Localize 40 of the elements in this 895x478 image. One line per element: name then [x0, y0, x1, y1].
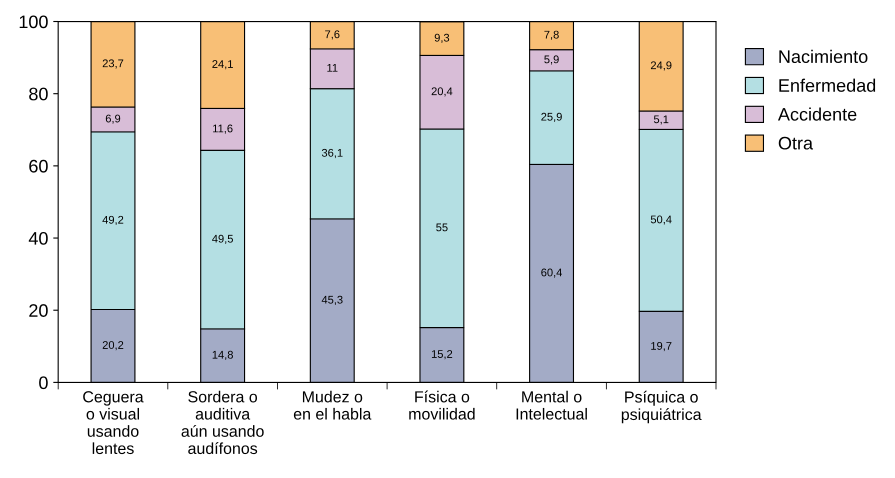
- data-label: 50,4: [650, 215, 672, 225]
- y-tick-label: 80: [29, 88, 48, 100]
- data-label: 45,3: [322, 296, 343, 305]
- x-tick-label: Mudez o en el habla: [294, 390, 372, 420]
- data-label: 36,1: [322, 148, 343, 158]
- data-label: 24,1: [212, 60, 233, 70]
- data-label: 55: [436, 224, 448, 232]
- data-label: 49,5: [212, 234, 233, 244]
- data-label: 23,7: [102, 59, 124, 69]
- x-tick-label: Ceguera o visual usando lentes: [83, 391, 144, 454]
- data-label: 49,2: [102, 216, 124, 226]
- legend-label: Enfermedad: [779, 78, 876, 92]
- data-label: 7,8: [544, 30, 559, 40]
- data-label: 11,6: [213, 124, 233, 134]
- y-tick-label: 60: [29, 160, 48, 173]
- y-tick-label: 20: [29, 304, 48, 317]
- data-label: 25,9: [541, 112, 562, 122]
- legend-label: Otra: [778, 136, 814, 150]
- data-label: 5,9: [544, 55, 559, 65]
- y-tick-label: 100: [20, 15, 48, 28]
- data-label: 15,2: [432, 350, 452, 360]
- data-label: 20,4: [432, 87, 452, 97]
- data-label: 14,8: [212, 350, 233, 360]
- data-label: 5,1: [654, 115, 668, 125]
- x-tick-label: Mental o Intelectual: [516, 390, 587, 420]
- data-label: 9,3: [434, 34, 450, 43]
- data-label: 11: [327, 64, 338, 72]
- data-label: 7,6: [325, 30, 340, 40]
- data-label: 24,9: [650, 61, 672, 71]
- data-label: 6,9: [106, 114, 120, 124]
- data-label: 19,7: [651, 342, 672, 352]
- y-tick-label: 0: [39, 376, 48, 390]
- x-tick-label: Sordera o auditiva aún usando audífonos: [182, 390, 264, 454]
- legend-label: Nacimiento: [779, 50, 868, 64]
- y-tick-label: 40: [28, 232, 48, 245]
- x-tick-label: Física o movilidad: [409, 390, 475, 420]
- x-tick-label: Psíquica o psiquiátrica: [622, 390, 702, 424]
- data-label: 60,4: [541, 268, 562, 278]
- data-label: 20,2: [102, 341, 124, 350]
- legend-label: Accidente: [778, 107, 856, 121]
